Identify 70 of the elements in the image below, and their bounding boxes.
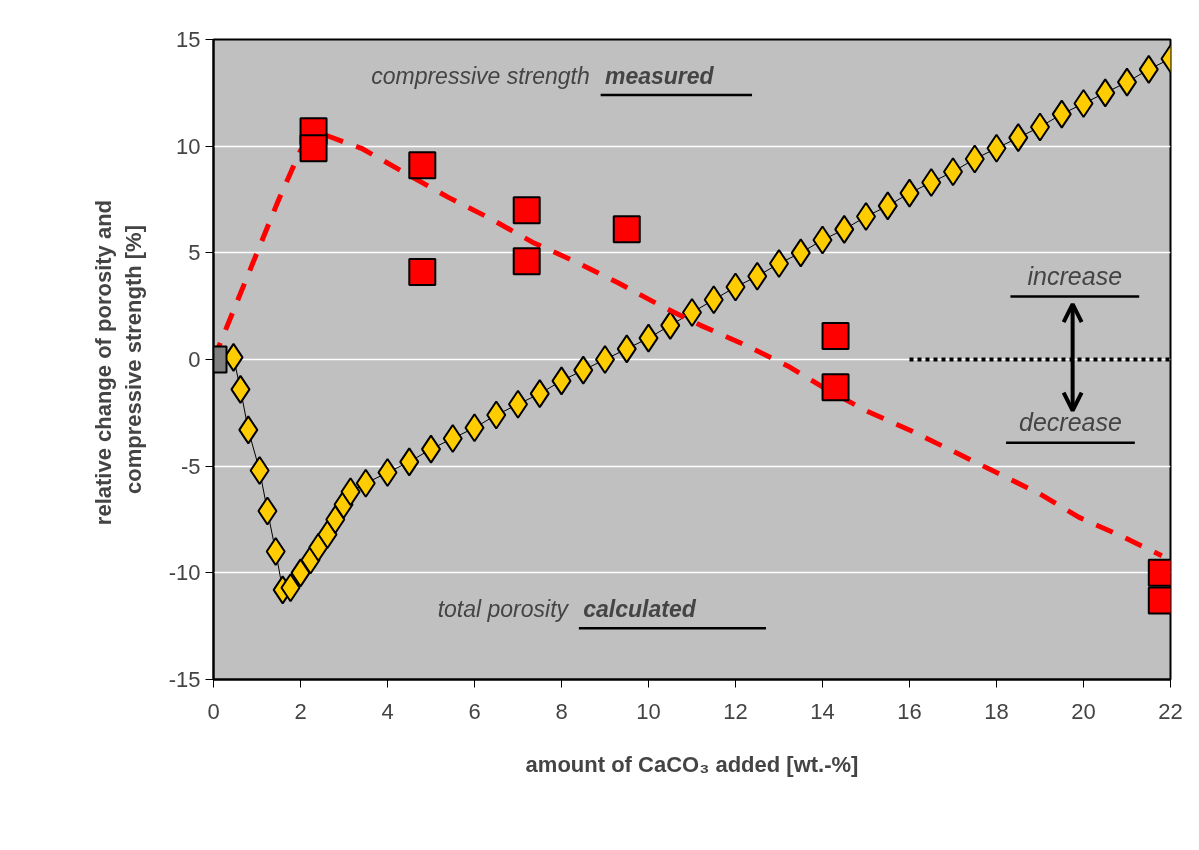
x-tick-label: 10 bbox=[636, 698, 661, 724]
point bbox=[238, 415, 259, 445]
y-tick-label: -15 bbox=[168, 667, 201, 692]
y-tick-label: 0 bbox=[188, 347, 201, 372]
point bbox=[921, 167, 942, 197]
point bbox=[442, 423, 463, 453]
point bbox=[877, 191, 898, 221]
point bbox=[834, 214, 855, 244]
x-axis-title: amount of CaCO₃ added [wt.-%] bbox=[525, 751, 859, 777]
y-axis-title: relative change of porosity and compressive strength [%] bbox=[90, 199, 146, 526]
point bbox=[638, 323, 659, 353]
annotation: total porosity calculated bbox=[437, 596, 697, 623]
point bbox=[230, 374, 251, 404]
y-tick-label: 5 bbox=[188, 240, 201, 266]
point bbox=[573, 355, 594, 385]
point bbox=[1138, 54, 1159, 84]
point bbox=[399, 447, 420, 477]
point bbox=[1008, 123, 1029, 153]
point bbox=[408, 258, 437, 287]
annotation: compressive strength measured bbox=[371, 62, 715, 89]
point bbox=[512, 196, 541, 225]
annotation: decrease bbox=[1019, 408, 1122, 437]
point bbox=[986, 133, 1007, 163]
point bbox=[812, 225, 833, 255]
x-tick-label: 16 bbox=[897, 698, 922, 724]
point bbox=[790, 238, 811, 268]
point bbox=[249, 455, 270, 485]
point bbox=[616, 334, 637, 364]
x-tick-label: 8 bbox=[555, 698, 568, 724]
point bbox=[821, 373, 850, 402]
x-tick-label: 22 bbox=[1158, 698, 1183, 724]
x-tick-label: 4 bbox=[381, 698, 394, 724]
point bbox=[265, 537, 286, 566]
point bbox=[464, 413, 485, 443]
point bbox=[257, 496, 278, 526]
y-tick-label: -5 bbox=[180, 453, 201, 479]
x-tick-label: 14 bbox=[810, 698, 835, 724]
point bbox=[612, 215, 641, 244]
x-tick-label: 18 bbox=[984, 698, 1009, 724]
point bbox=[747, 261, 768, 291]
y-tick-label: 15 bbox=[176, 27, 201, 52]
point bbox=[660, 310, 681, 340]
point bbox=[529, 379, 550, 409]
x-tick-label: 12 bbox=[723, 698, 748, 724]
x-tick-label: 20 bbox=[1071, 698, 1096, 724]
point bbox=[725, 272, 746, 302]
point bbox=[377, 458, 398, 488]
point bbox=[964, 144, 985, 174]
point bbox=[355, 468, 376, 498]
point bbox=[299, 134, 328, 163]
point bbox=[408, 151, 437, 180]
y-tick-label: -10 bbox=[168, 560, 201, 586]
x-tick-label: 0 bbox=[207, 698, 220, 724]
point bbox=[290, 558, 311, 588]
point bbox=[280, 573, 301, 603]
point bbox=[551, 366, 572, 396]
point bbox=[486, 400, 507, 430]
point bbox=[1051, 99, 1072, 129]
point bbox=[340, 477, 361, 507]
point bbox=[821, 322, 850, 351]
annotation: increase bbox=[1027, 262, 1123, 291]
point bbox=[512, 247, 541, 276]
x-tick-label: 2 bbox=[294, 698, 307, 724]
y-tick-label: 10 bbox=[176, 133, 201, 159]
point bbox=[703, 285, 724, 315]
point bbox=[325, 505, 346, 534]
point bbox=[899, 178, 920, 208]
point bbox=[1095, 78, 1116, 108]
point bbox=[1073, 89, 1094, 118]
x-tick-label: 6 bbox=[468, 698, 481, 724]
